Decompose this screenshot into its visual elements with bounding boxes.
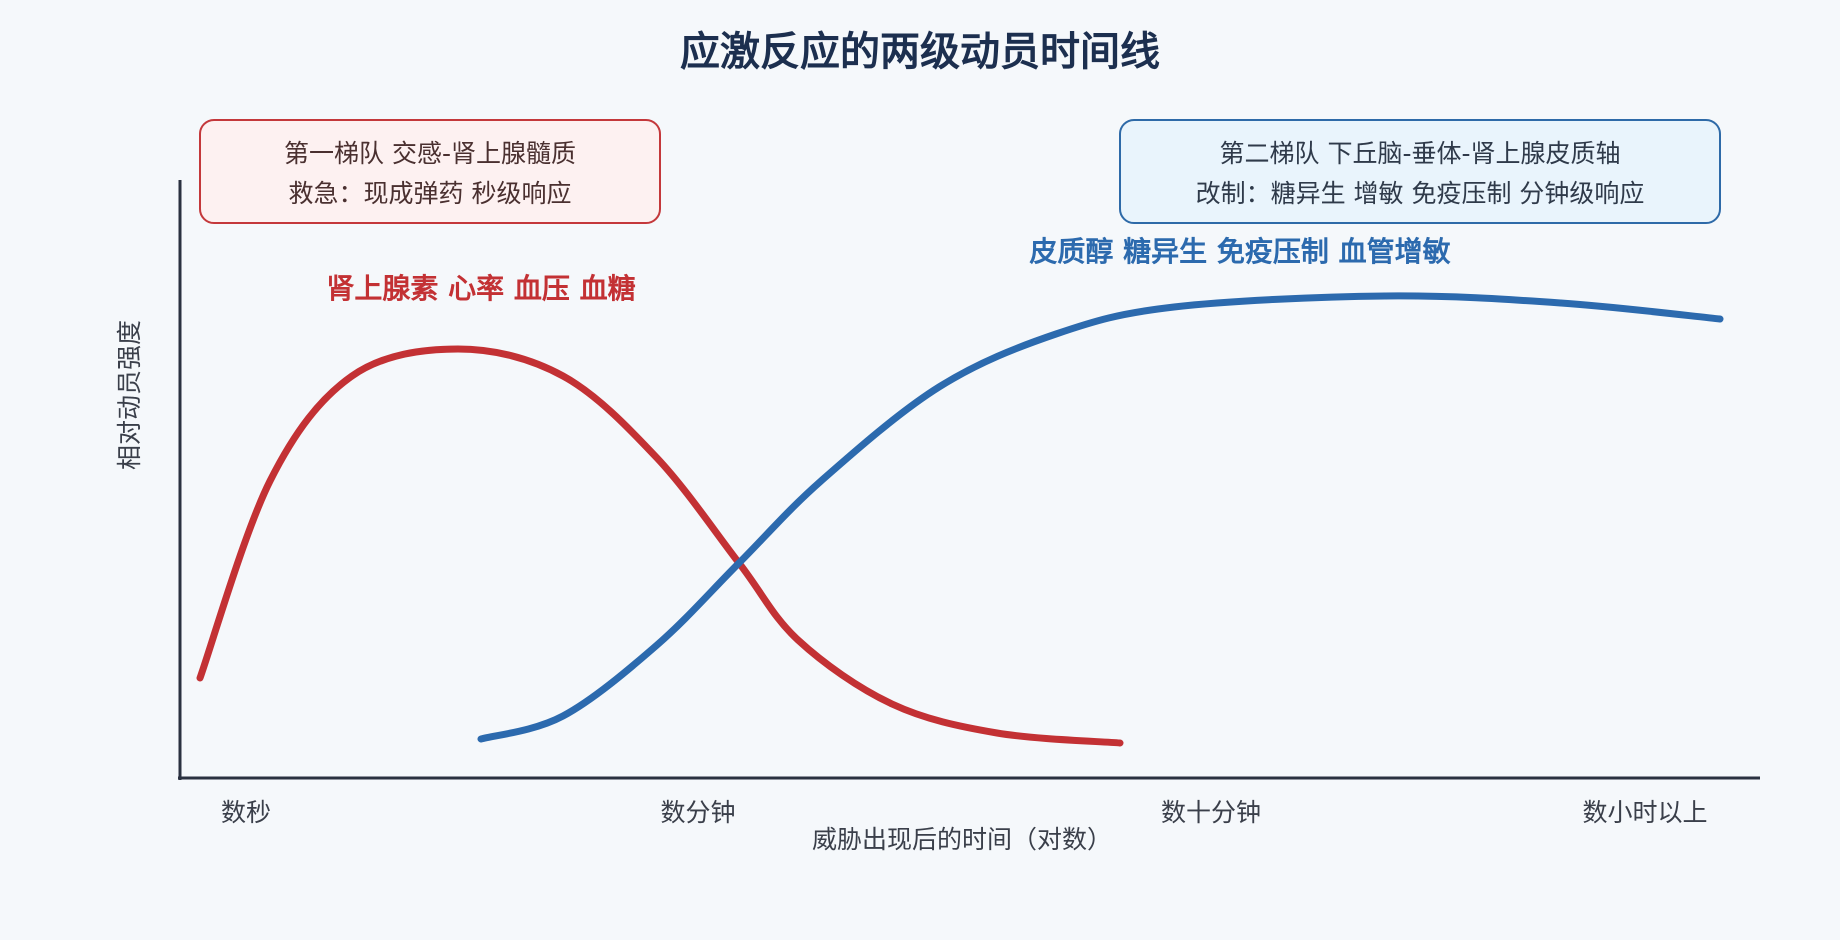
title: 应激反应的两级动员时间线 xyxy=(680,29,1160,75)
curve-label: 肾上腺素 心率 血压 血糖 xyxy=(326,272,635,305)
x-tick-label: 数小时以上 xyxy=(1582,798,1707,827)
sympathetic-curve xyxy=(196,345,1124,747)
phase-title: 第二梯队 下丘脑-垂体-肾上腺皮质轴 xyxy=(1220,139,1621,168)
x-tick-label: 数十分钟 xyxy=(1161,798,1261,827)
x-tick-label: 数秒 xyxy=(221,798,271,827)
phase-subtitle: 救急：现成弹药 秒级响应 xyxy=(289,179,572,208)
phase-box xyxy=(1119,119,1721,224)
phase-box xyxy=(199,119,661,224)
hpa-curve xyxy=(477,292,1724,743)
x-axis-title: 威胁出现后的时间（对数） xyxy=(812,825,1112,854)
y-axis-title: 相对动员强度 xyxy=(115,320,144,470)
phase-subtitle: 改制：糖异生 增敏 免疫压制 分钟级响应 xyxy=(1196,179,1645,208)
phase-title: 第一梯队 交感-肾上腺髓质 xyxy=(284,139,576,168)
curve-label: 皮质醇 糖异生 免疫压制 血管增敏 xyxy=(1029,235,1450,268)
x-tick-label: 数分钟 xyxy=(660,798,735,827)
